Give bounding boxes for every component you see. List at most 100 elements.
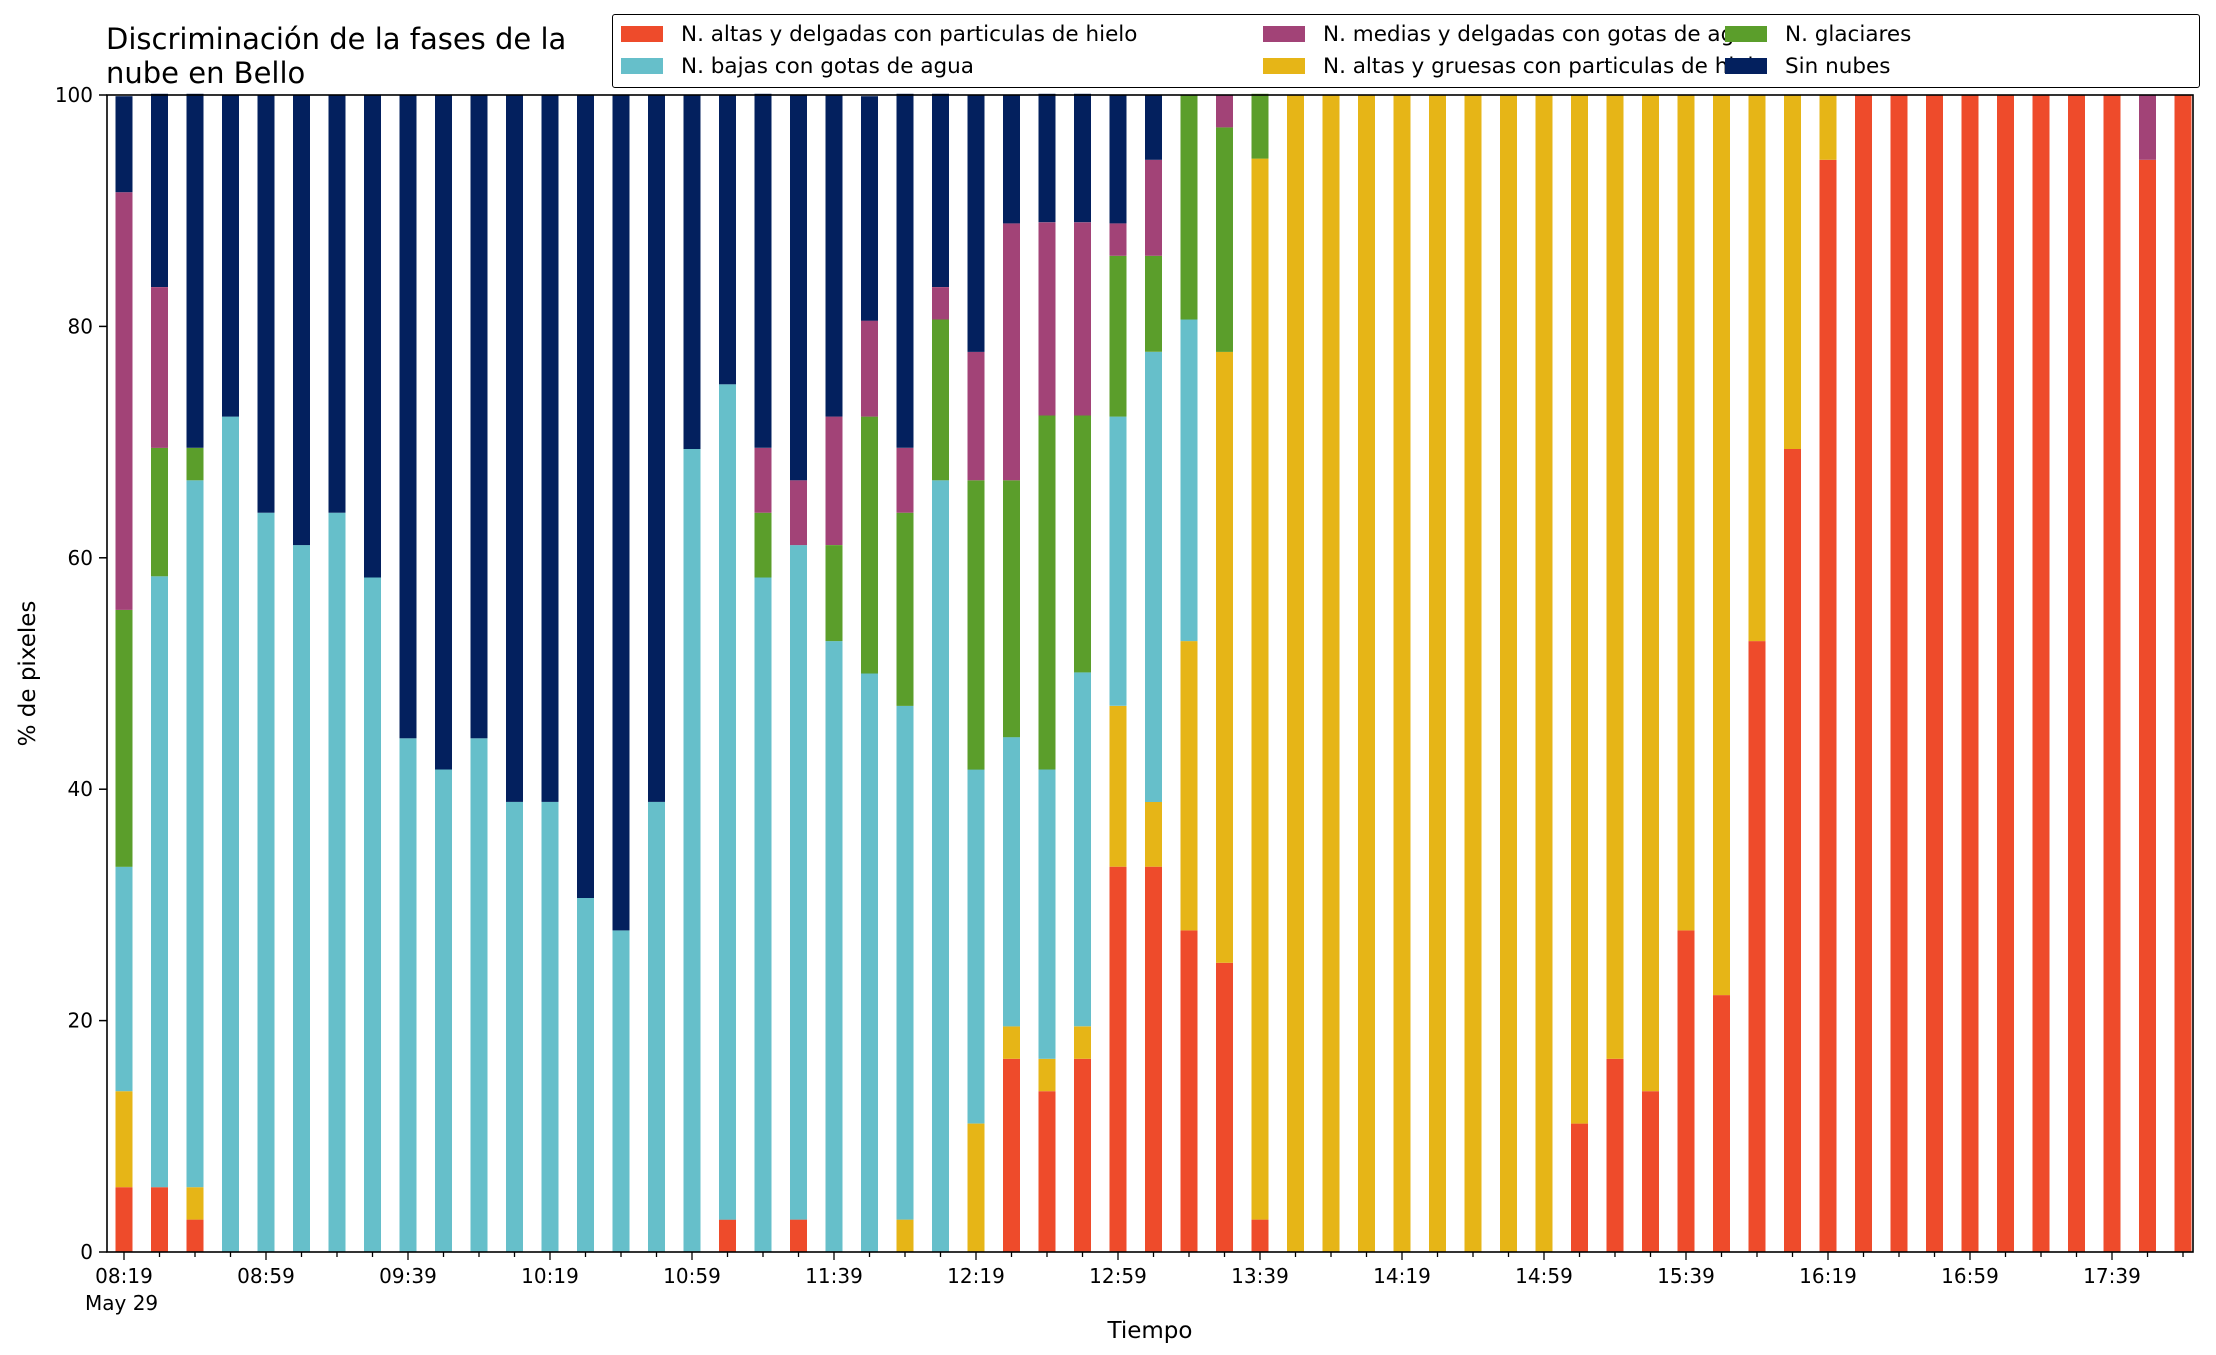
bar-segment <box>2103 95 2121 1252</box>
bar-segment <box>1216 962 1233 1253</box>
bar-segment <box>328 95 346 513</box>
bar-segment <box>825 416 843 545</box>
bar-segment <box>1997 95 2014 1252</box>
bar-segment <box>825 95 843 417</box>
bar-segment <box>1571 95 1588 1124</box>
bar-segment <box>1003 1026 1020 1059</box>
bar-segment <box>2174 95 2192 1252</box>
bar-segment <box>577 898 594 1252</box>
bar-segment <box>1109 223 1127 256</box>
legend-label: N. glaciares <box>1785 21 1912 47</box>
bar-segment <box>1109 95 1127 224</box>
bar-segment <box>2139 159 2156 1252</box>
bar-segment <box>1145 801 1162 867</box>
bar-segment <box>1251 158 1269 1220</box>
bar-segment <box>1216 127 1233 352</box>
bar-segment <box>1074 415 1091 673</box>
y-tick-label: 0 <box>80 1240 93 1264</box>
bar-segment <box>1642 1091 1659 1252</box>
legend-item: N. altas y delgadas con particulas de hi… <box>621 19 1137 49</box>
bar-segment <box>967 1123 985 1252</box>
x-tick-label: 14:59 <box>1515 1264 1573 1288</box>
y-tick-label: 20 <box>68 1009 93 1033</box>
bar-segment <box>2032 95 2050 1252</box>
bar-segment <box>1180 95 1198 320</box>
legend-item: N. bajas con gotas de agua <box>621 51 974 81</box>
bar-segment <box>151 447 168 577</box>
bar-segment <box>222 95 239 417</box>
x-tick-label: 11:39 <box>805 1264 863 1288</box>
bar-segment <box>186 480 204 1188</box>
bar-segment <box>293 95 310 546</box>
bar-segment <box>1890 95 1908 1252</box>
bar-segment <box>1003 95 1020 224</box>
x-tick-date: May 29 <box>85 1291 158 1315</box>
bar-segment <box>648 95 665 802</box>
x-tick-label: 08:19 <box>95 1264 153 1288</box>
bar-segment <box>470 95 488 739</box>
bar-segment <box>1819 95 1837 160</box>
bar-segment <box>1038 93 1056 223</box>
y-tick-label: 80 <box>68 314 93 338</box>
y-tick-label: 100 <box>55 83 93 107</box>
bar-segment <box>1677 95 1695 931</box>
bar-segment <box>612 95 630 931</box>
bar-segment <box>1003 480 1020 738</box>
bar-segment <box>1251 93 1269 159</box>
bar-segment <box>541 801 559 1252</box>
bar-segment <box>754 93 772 448</box>
bar-segment <box>1109 705 1127 867</box>
bar-segment <box>470 738 488 1252</box>
bar-segment <box>967 95 985 352</box>
x-tick-label: 12:59 <box>1089 1264 1147 1288</box>
bar-segment <box>1180 641 1198 931</box>
bar-segment <box>612 930 630 1252</box>
bar-segment <box>825 641 843 1252</box>
x-tick-label: 13:39 <box>1231 1264 1289 1288</box>
bar-segment <box>186 1219 204 1252</box>
bar-segment <box>861 96 878 321</box>
bar-segment <box>115 192 133 610</box>
bar-segment <box>2068 95 2085 1252</box>
bar-segment <box>932 93 949 287</box>
bar-segment <box>754 447 772 513</box>
bar-segment <box>115 866 133 1092</box>
bar-segment <box>932 287 949 320</box>
bar-segment <box>1393 95 1411 1252</box>
x-tick-label: 17:39 <box>2083 1264 2141 1288</box>
bar-segment <box>1358 95 1375 1252</box>
legend-swatch <box>1725 26 1767 42</box>
bar-segment <box>754 512 772 578</box>
legend-swatch <box>1725 58 1767 74</box>
bar-segment <box>1145 866 1162 1252</box>
legend-swatch <box>1263 58 1305 74</box>
bar-segment <box>186 447 204 481</box>
bar-segment <box>115 609 133 867</box>
bar-segment <box>1074 1026 1091 1059</box>
x-tick-label: 10:19 <box>521 1264 579 1288</box>
bar-segment <box>1748 641 1766 1252</box>
bar-segment <box>1216 351 1233 963</box>
bar-segment <box>790 1219 807 1252</box>
x-tick-label: 08:59 <box>237 1264 295 1288</box>
legend-label: N. bajas con gotas de agua <box>681 53 974 79</box>
bar-segment <box>186 1187 204 1220</box>
y-tick-label: 40 <box>68 777 93 801</box>
bar-segment <box>257 512 275 1252</box>
chart-title: Discriminación de la fases de la nube en… <box>106 22 567 90</box>
bar-segment <box>861 673 878 1252</box>
bar-segment <box>151 576 168 1188</box>
legend-label: N. altas y gruesas con particulas de hie… <box>1323 53 1767 79</box>
bar-segment <box>257 95 275 513</box>
bar-segment <box>1784 449 1801 1252</box>
bar-segment <box>932 480 949 1252</box>
x-tick-label: 10:59 <box>663 1264 721 1288</box>
legend-label: Sin nubes <box>1785 53 1891 79</box>
bar-segment <box>1038 1058 1056 1092</box>
bar-segment <box>1819 159 1837 1252</box>
bar-segment <box>967 769 985 1124</box>
y-tick-label: 60 <box>68 546 93 570</box>
bar-segment <box>1251 1219 1269 1252</box>
legend-label: N. medias y delgadas con gotas de agua <box>1323 21 1762 47</box>
